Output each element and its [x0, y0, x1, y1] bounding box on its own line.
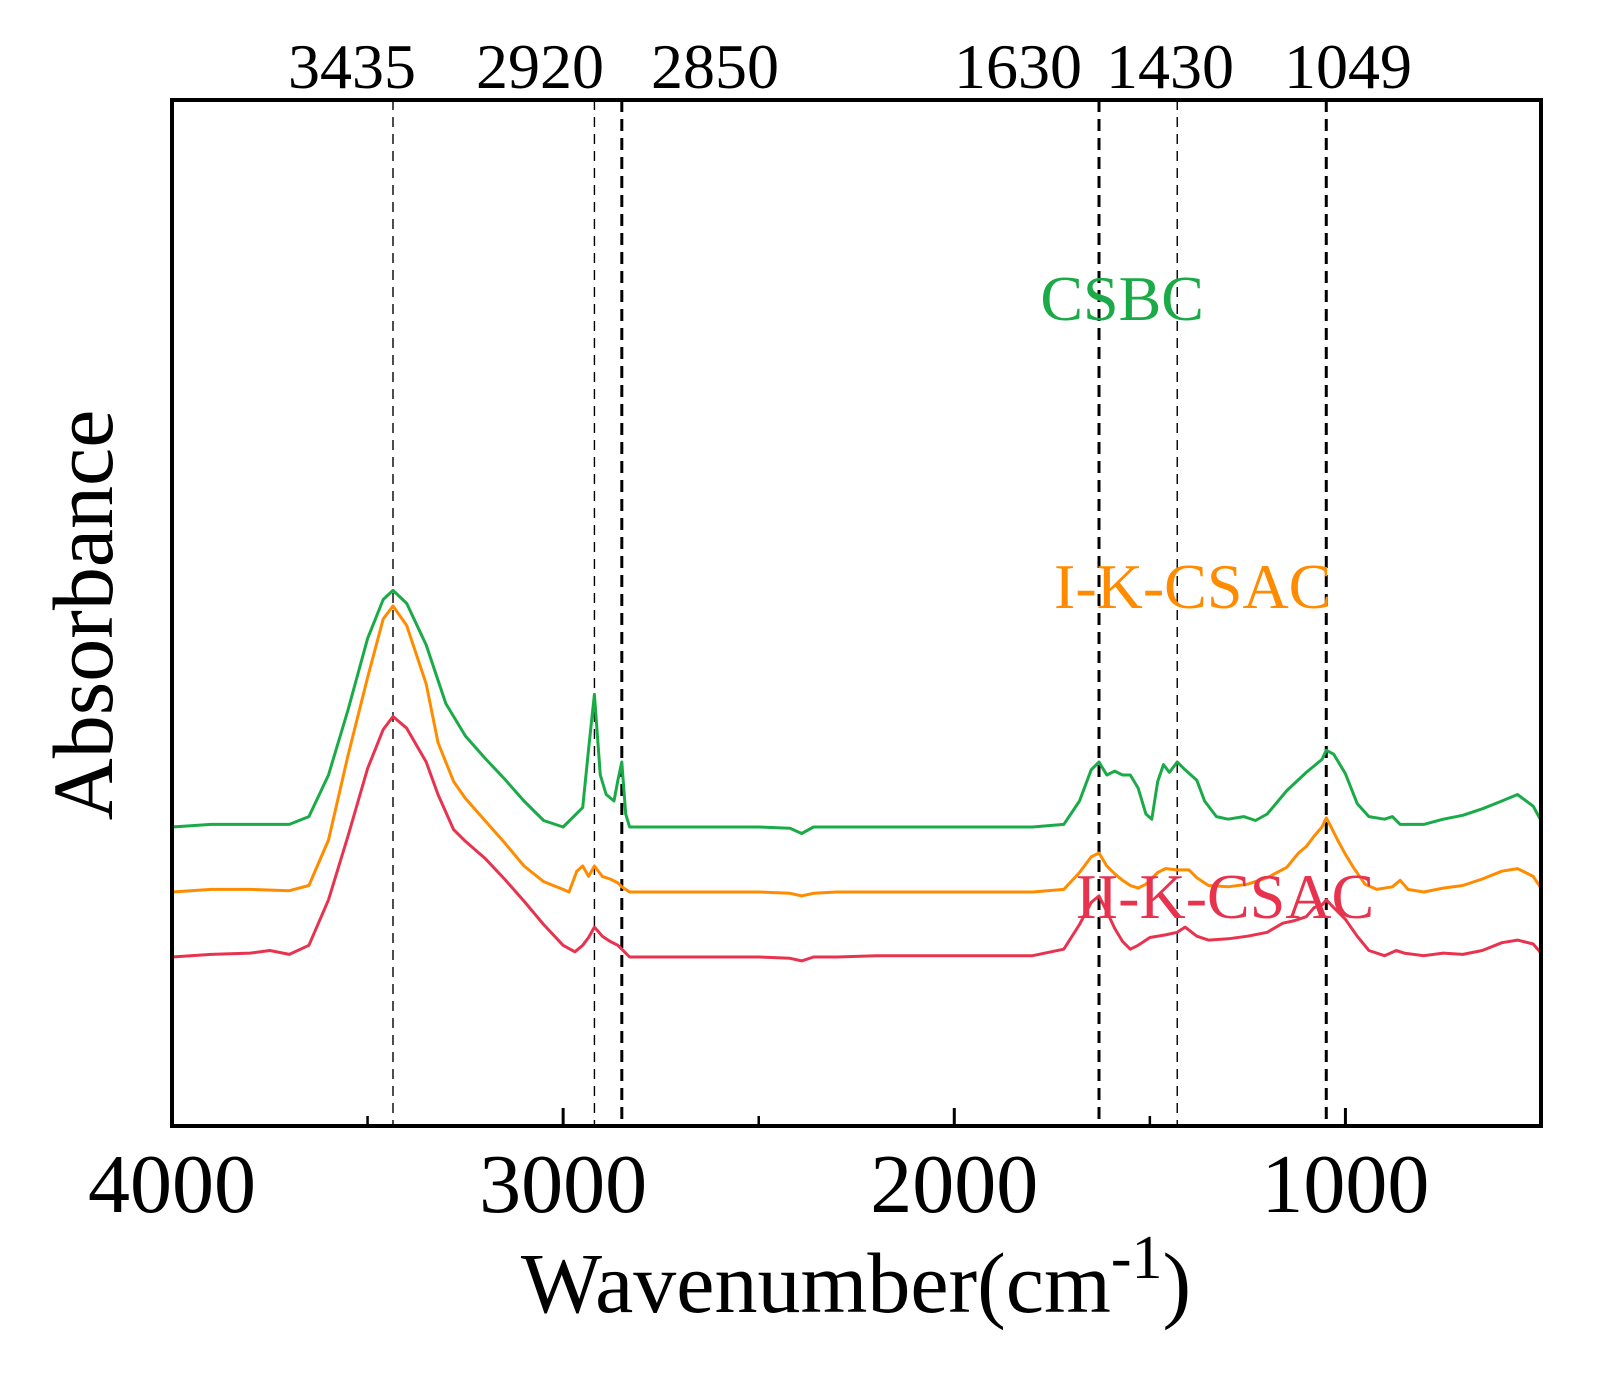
plot-frame	[170, 98, 1543, 1128]
x-axis-title: Wavenumber(cm-1)	[521, 1224, 1191, 1331]
series-line-csbc	[170, 588, 1543, 835]
series-line-i-k-csac	[170, 604, 1543, 898]
x-tick-label-2000: 2000	[870, 1138, 1038, 1231]
y-axis-title: Absorbance	[35, 410, 131, 821]
peak-label-1430: 1430	[1106, 31, 1234, 102]
series-labels: CSBC I-K-CSAC II-K-CSAC	[1040, 263, 1374, 932]
reference-lines	[392, 100, 1328, 1126]
peak-label-1630: 1630	[954, 31, 1082, 102]
x-tick-labels: 4000 3000 2000 1000	[88, 1138, 1429, 1231]
peak-label-3435: 3435	[288, 31, 416, 102]
peak-label-1049: 1049	[1284, 31, 1412, 102]
peak-labels: 3435 2920 2850 1630 1430 1049	[288, 31, 1412, 102]
x-tick-label-1000: 1000	[1261, 1138, 1429, 1231]
series-label-csbc: CSBC	[1040, 263, 1204, 334]
x-tick-label-3000: 3000	[479, 1138, 647, 1231]
x-ticks	[170, 1108, 1347, 1126]
x-tick-label-4000: 4000	[88, 1138, 256, 1231]
x-axis-title-superscript: -1	[1111, 1224, 1163, 1292]
x-axis-title-main: Wavenumber(cm	[521, 1235, 1111, 1331]
peak-label-2850: 2850	[651, 31, 779, 102]
peak-label-2920: 2920	[476, 31, 604, 102]
series-layer	[170, 588, 1543, 963]
series-line-ii-k-csac	[170, 715, 1543, 963]
series-label-i-k-csac: I-K-CSAC	[1054, 551, 1331, 622]
series-label-ii-k-csac: II-K-CSAC	[1076, 861, 1375, 932]
x-axis-title-close: )	[1163, 1235, 1192, 1331]
